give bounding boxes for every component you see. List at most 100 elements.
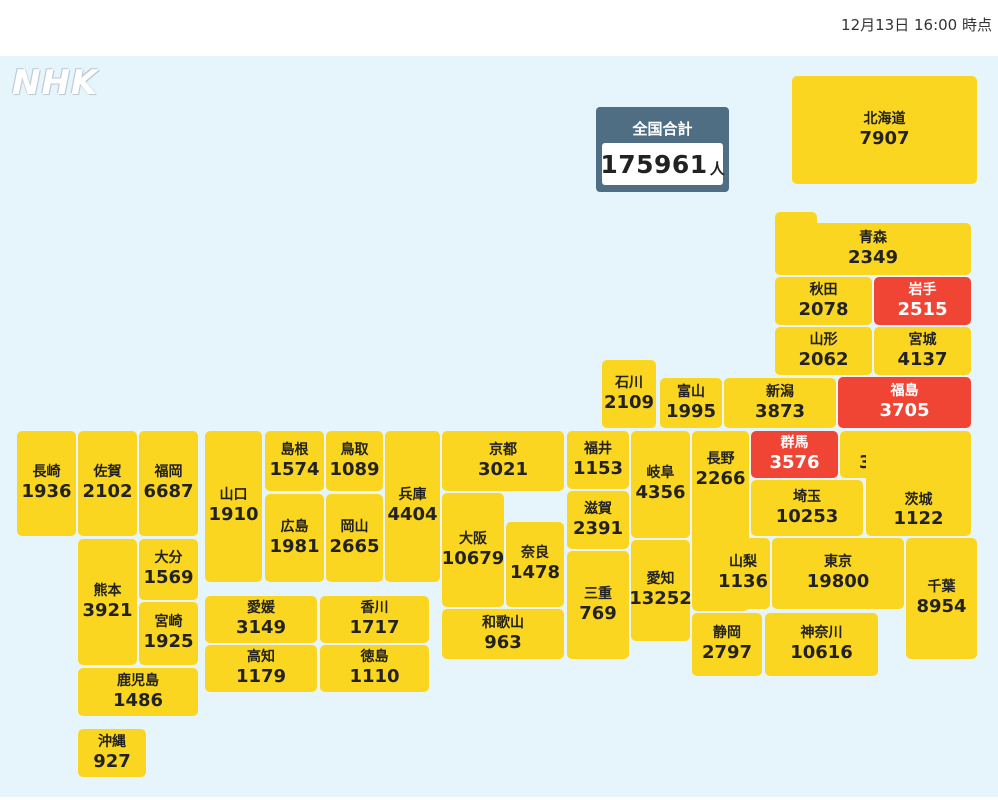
pref-value: 10616 [790, 642, 853, 664]
pref-tile-oita[interactable]: 大分 1569 [139, 539, 198, 600]
pref-tile-okinawa[interactable]: 沖縄 927 [78, 729, 146, 777]
pref-name: 岩手 [908, 281, 937, 298]
pref-tile-miyazaki[interactable]: 宮崎 1925 [139, 602, 198, 665]
pref-value: 1110 [349, 666, 400, 688]
pref-value: 2102 [82, 481, 133, 503]
pref-name: 岐阜 [646, 465, 675, 482]
pref-name: 鳥取 [340, 441, 369, 458]
pref-name: 北海道 [863, 110, 906, 127]
pref-tile-miyagi[interactable]: 宮城 4137 [874, 327, 971, 375]
pref-tile-fukuoka[interactable]: 福岡 6687 [139, 431, 198, 536]
pref-tile-shizuoka[interactable]: 静岡 2797 [692, 613, 762, 676]
national-total-value: 175961 [600, 149, 708, 179]
pref-name: 奈良 [521, 545, 549, 562]
pref-name: 佐賀 [93, 464, 122, 481]
pref-tile-hokkaido[interactable]: 北海道 7907 [792, 76, 977, 184]
pref-tile-wakayama[interactable]: 和歌山 963 [442, 609, 564, 659]
pref-tile-ishikawa[interactable]: 石川 2109 [602, 360, 656, 428]
pref-tile-nagasaki[interactable]: 長崎 1936 [17, 431, 76, 536]
pref-tile-kumamoto[interactable]: 熊本 3921 [78, 539, 137, 665]
pref-tile-yamagata[interactable]: 山形 2062 [775, 327, 872, 375]
pref-name: 三重 [584, 585, 612, 602]
pref-tile-kanagawa[interactable]: 神奈川 10616 [765, 613, 878, 676]
pref-tile-kyoto[interactable]: 京都 3021 [442, 431, 564, 491]
pref-tile-fukui[interactable]: 福井 1153 [567, 431, 629, 489]
pref-tile-tottori[interactable]: 鳥取 1089 [326, 431, 383, 491]
pref-tile-mie[interactable]: 三重 769 [567, 551, 629, 659]
pref-tile-iwate[interactable]: 岩手 2515 [874, 277, 971, 325]
pref-tile-hiroshima[interactable]: 広島 1981 [265, 494, 324, 582]
pref-name: 長野 [706, 451, 735, 467]
pref-value: 1089 [329, 458, 380, 480]
pref-name: 沖縄 [98, 733, 126, 750]
pref-tile-kagoshima[interactable]: 鹿児島 1486 [78, 668, 198, 716]
pref-value: 1981 [269, 535, 320, 557]
pref-name: 新潟 [766, 383, 794, 400]
pref-value: 2349 [847, 246, 899, 268]
pref-tile-aichi[interactable]: 愛知 13252 [629, 540, 692, 641]
pref-tile-kagawa[interactable]: 香川 1717 [320, 596, 429, 643]
pref-name: 島根 [280, 441, 309, 458]
pref-name: 青森 [859, 229, 887, 246]
pref-tile-saga[interactable]: 佐賀 2102 [78, 431, 137, 536]
pref-value: 2665 [329, 535, 380, 557]
pref-value: 7907 [859, 127, 910, 149]
pref-name: 長崎 [32, 464, 61, 481]
pref-value: 13252 [629, 588, 692, 610]
pref-tile-shimane[interactable]: 島根 1574 [265, 431, 324, 491]
pref-value: 963 [484, 631, 522, 653]
pref-tile-kochi[interactable]: 高知 1179 [205, 645, 317, 692]
pref-name: 群馬 [780, 435, 809, 452]
pref-name: 神奈川 [800, 625, 843, 642]
pref-name: 山形 [809, 331, 838, 348]
pref-tile-fukushima[interactable]: 福島 3705 [838, 377, 971, 428]
pref-name: 和歌山 [482, 614, 524, 631]
pref-value: 2062 [798, 348, 849, 370]
pref-value: 10679 [441, 547, 505, 569]
pref-tile-tokyo[interactable]: 東京 19800 [772, 538, 904, 609]
pref-tile-aomori[interactable]: 青森 2349 [775, 223, 971, 275]
national-total-box: 175961 人 [600, 143, 725, 185]
pref-tile-gifu[interactable]: 岐阜 4356 [631, 431, 690, 538]
pref-tile-okayama[interactable]: 岡山 2665 [326, 494, 383, 582]
pref-value: 2797 [701, 642, 753, 664]
pref-tile-ehime[interactable]: 愛媛 3149 [205, 596, 317, 643]
pref-tile-ibaraki[interactable]: 茨城 1122 [866, 431, 971, 536]
pref-tile-akita[interactable]: 秋田 2078 [775, 277, 872, 325]
pref-value: 2109 [603, 391, 655, 413]
pref-tile-saitama[interactable]: 埼玉 10253 [751, 480, 863, 536]
pref-value: 3149 [235, 617, 287, 639]
pref-tile-hyogo[interactable]: 兵庫 4404 [385, 431, 440, 582]
pref-value: 2078 [798, 298, 849, 320]
pref-name: 高知 [247, 649, 275, 666]
pref-value: 4356 [635, 482, 686, 504]
pref-name: 富山 [677, 383, 705, 400]
pref-value: 1136 [717, 571, 769, 593]
pref-tile-shiga[interactable]: 滋賀 2391 [567, 491, 629, 549]
pref-tile-gunma[interactable]: 群馬 3576 [751, 431, 838, 478]
pref-tile-yamanashi[interactable]: 山梨 1136 [716, 538, 770, 609]
pref-value: 3021 [477, 458, 529, 480]
pref-name: 山口 [219, 487, 248, 504]
pref-tile-nara[interactable]: 奈良 1478 [506, 522, 564, 607]
pref-tile-osaka[interactable]: 大阪 10679 [442, 493, 504, 607]
pref-tile-niigata[interactable]: 新潟 3873 [724, 378, 836, 428]
pref-name: 東京 [824, 554, 852, 571]
pref-name: 熊本 [93, 582, 122, 599]
pref-name: 兵庫 [398, 487, 427, 504]
pref-name: 福島 [890, 383, 919, 400]
nhk-logo: NHK [12, 63, 99, 103]
national-total-panel: 全国合計 175961 人 [596, 107, 729, 192]
pref-tile-yamaguchi[interactable]: 山口 1910 [205, 431, 262, 582]
pref-name: 宮崎 [154, 614, 183, 631]
pref-tile-chiba[interactable]: 千葉 8954 [906, 538, 977, 659]
pref-name: 大阪 [459, 530, 487, 547]
pref-tile-tokushima[interactable]: 徳島 1110 [320, 645, 429, 692]
pref-value: 1910 [208, 504, 259, 526]
pref-tile-toyama[interactable]: 富山 1995 [660, 378, 722, 428]
pref-value: 3873 [754, 400, 806, 422]
pref-name: 愛知 [646, 571, 675, 588]
pref-name: 茨城 [904, 491, 933, 508]
pref-name: 秋田 [809, 281, 838, 298]
pref-value: 769 [579, 602, 617, 624]
